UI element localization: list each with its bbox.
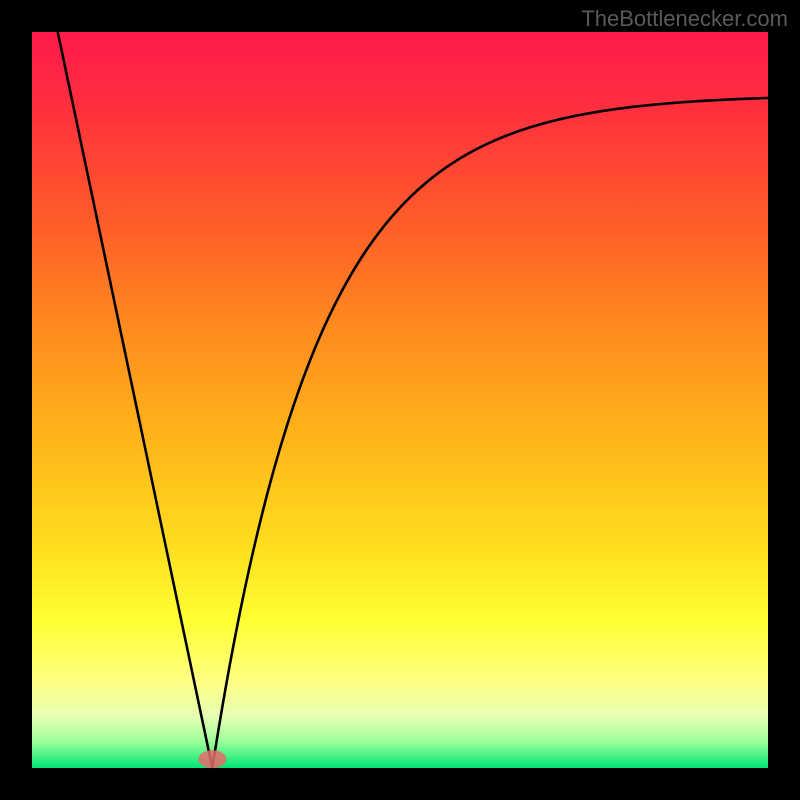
chart-svg [0, 0, 800, 800]
valley-marker [198, 750, 226, 768]
chart-stage: TheBottlenecker.com [0, 0, 800, 800]
plot-area [32, 32, 768, 768]
